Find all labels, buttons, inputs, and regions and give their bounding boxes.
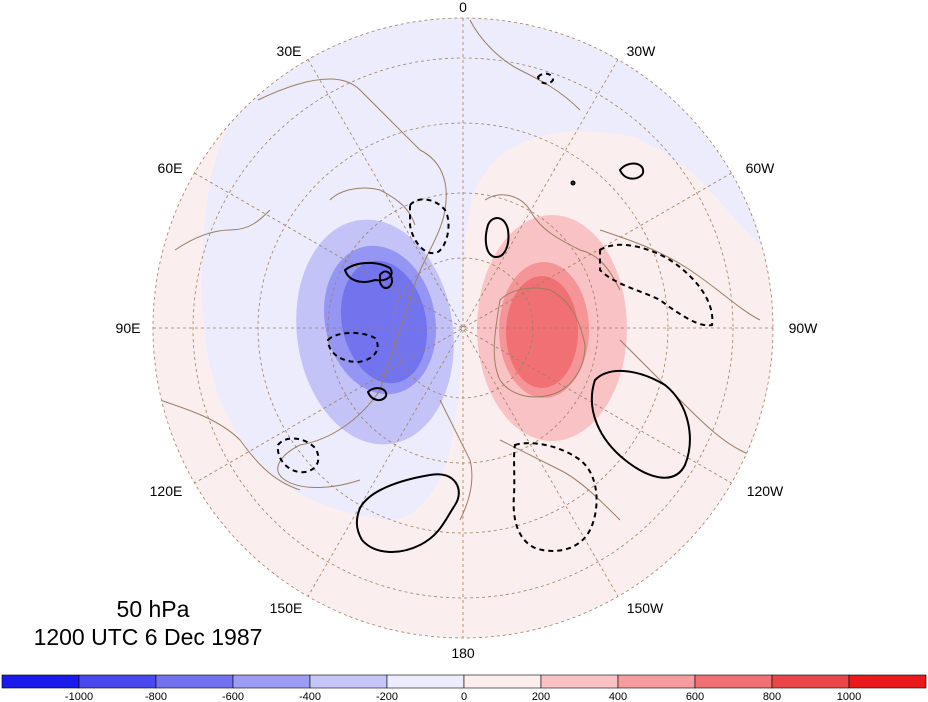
lon-label-90e: 90E [116, 320, 141, 336]
colorbar-tick-label: 600 [686, 691, 704, 702]
colorbar-tick-label: -800 [145, 691, 167, 702]
lon-label-90w: 90W [789, 320, 819, 336]
colorbar-swatch [540, 674, 619, 689]
colorbar-tick-label: -200 [376, 691, 398, 702]
colorbar-tick-label: -600 [222, 691, 244, 702]
colorbar-swatch [771, 674, 850, 689]
colorbar-swatch [463, 674, 542, 689]
colorbar-swatch [309, 674, 388, 689]
graticule-parallels [192, 57, 734, 599]
colorbar-tick-label: 0 [461, 691, 467, 702]
map-boundary [152, 17, 774, 639]
lon-label-60w: 60W [746, 160, 776, 176]
lon-label-120w: 120W [747, 483, 784, 499]
colorbar-tick-label: 400 [609, 691, 627, 702]
colorbar-swatch [848, 674, 927, 689]
title-time: 1200 UTC 6 Dec 1987 [34, 624, 263, 650]
lon-label-0: 0 [459, 0, 467, 15]
colorbar-tick-label: -400 [299, 691, 321, 702]
colorbar-swatch [386, 674, 465, 689]
dashed-contours [276, 72, 714, 552]
colorbar-tick-label: -1000 [65, 691, 93, 702]
colorbar: -1000 -800 -600 -400 -200 0 200 400 600 800 1000 [1, 674, 927, 702]
colorbar-swatch [1, 674, 80, 689]
negative-anomaly-strong [340, 260, 428, 384]
lon-label-30w: 30W [627, 43, 657, 59]
map-disk [153, 18, 773, 638]
colorbar-tick-label: 800 [763, 691, 781, 702]
positive-anomaly-strong [506, 276, 578, 388]
colorbar-swatch [78, 674, 157, 689]
colorbar-tick-label: 1000 [837, 691, 861, 702]
lon-label-120e: 120E [150, 483, 183, 499]
lon-label-30e: 30E [277, 43, 302, 59]
lon-label-180: 180 [451, 645, 475, 661]
colorbar-tick-label: 200 [532, 691, 550, 702]
colorbar-swatch [694, 674, 773, 689]
lon-label-150e: 150E [270, 600, 303, 616]
title-level: 50 hPa [117, 596, 190, 622]
colorbar-swatch [232, 674, 311, 689]
lon-label-150w: 150W [627, 600, 664, 616]
lon-label-60e: 60E [158, 160, 183, 176]
solid-contours [343, 162, 691, 553]
colorbar-swatch [617, 674, 696, 689]
colorbar-swatch [155, 674, 234, 689]
